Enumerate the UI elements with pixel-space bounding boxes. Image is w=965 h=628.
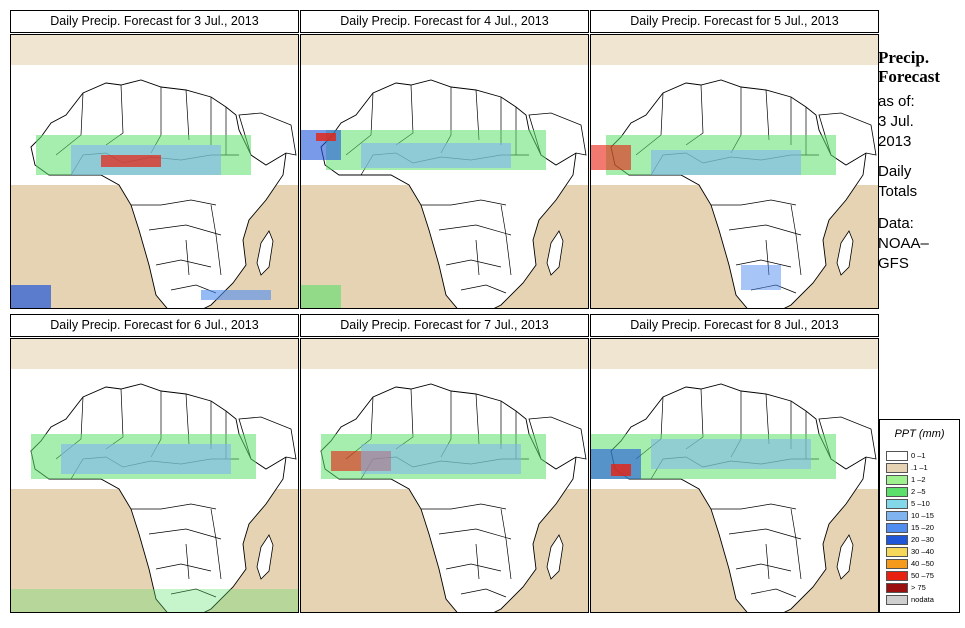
- legend-title: PPT (mm): [894, 428, 945, 440]
- legend-swatch: [886, 498, 908, 509]
- forecast-panel-1: Daily Precip. Forecast for 3 Jul., 2013: [10, 10, 299, 309]
- forecast-panel-3: Daily Precip. Forecast for 5 Jul., 2013: [590, 10, 879, 309]
- legend-swatch: [886, 510, 908, 521]
- legend-swatch: [886, 594, 908, 605]
- legend-swatch: [886, 450, 908, 461]
- legend-label: 2 –5: [911, 487, 926, 496]
- legend-label: 40 –50: [911, 559, 934, 568]
- data-label-3: GFS: [878, 255, 909, 272]
- precip-legend: PPT (mm) 0 –1 .1 –1 1 –2 2 –5 5 –10 10 –15 15 …: [879, 419, 960, 613]
- forecast-panel-4: Daily Precip. Forecast for 6 Jul., 2013: [10, 314, 299, 613]
- data-label-1: Data:: [878, 215, 914, 232]
- precip-map: [300, 34, 589, 309]
- legend-item: 1 –2: [886, 474, 926, 485]
- data-label-2: NOAA–: [878, 235, 929, 252]
- caption-heading-1: Precip.: [878, 48, 930, 67]
- daily-label-2: Totals: [878, 183, 918, 200]
- panel-title: Daily Precip. Forecast for 6 Jul., 2013: [10, 314, 299, 337]
- legend-swatch: [886, 582, 908, 593]
- legend-swatch: [886, 534, 908, 545]
- precip-map: [10, 338, 299, 613]
- precip-map: [590, 34, 879, 309]
- legend-item: 0 –1: [886, 450, 926, 461]
- forecast-panel-5: Daily Precip. Forecast for 7 Jul., 2013: [300, 314, 589, 613]
- asof-date-2: 2013: [878, 133, 912, 150]
- legend-label: 1 –2: [911, 475, 926, 484]
- legend-swatch: [886, 522, 908, 533]
- legend-swatch: [886, 558, 908, 569]
- legend-item: 5 –10: [886, 498, 930, 509]
- legend-swatch: [886, 570, 908, 581]
- legend-label: 50 –75: [911, 571, 934, 580]
- legend-label: nodata: [911, 595, 934, 604]
- legend-swatch: [886, 486, 908, 497]
- legend-label: 0 –1: [911, 451, 926, 460]
- legend-item: 20 –30: [886, 534, 934, 545]
- precip-map: [10, 34, 299, 309]
- legend-swatch: [886, 474, 908, 485]
- legend-label: 15 –20: [911, 523, 934, 532]
- precip-map: [590, 338, 879, 613]
- panel-title: Daily Precip. Forecast for 5 Jul., 2013: [590, 10, 879, 33]
- legend-item: 30 –40: [886, 546, 934, 557]
- daily-label-1: Daily: [878, 163, 912, 180]
- legend-label: 5 –10: [911, 499, 930, 508]
- legend-label: > 75: [911, 583, 926, 592]
- legend-label: 30 –40: [911, 547, 934, 556]
- legend-item: 10 –15: [886, 510, 934, 521]
- legend-item: 40 –50: [886, 558, 934, 569]
- legend-item: .1 –1: [886, 462, 928, 473]
- legend-item: nodata: [886, 594, 934, 605]
- forecast-panel-2: Daily Precip. Forecast for 4 Jul., 2013: [300, 10, 589, 309]
- legend-item: > 75: [886, 582, 926, 593]
- panel-title: Daily Precip. Forecast for 8 Jul., 2013: [590, 314, 879, 337]
- precip-map: [300, 338, 589, 613]
- asof-date-1: 3 Jul.: [878, 113, 914, 130]
- caption-heading-2: Forecast: [878, 67, 940, 86]
- legend-item: 2 –5: [886, 486, 926, 497]
- legend-label: 10 –15: [911, 511, 934, 520]
- map-caption: Precip. Forecast as of: 3 Jul. 2013 Dail…: [878, 48, 962, 274]
- panel-title: Daily Precip. Forecast for 4 Jul., 2013: [300, 10, 589, 33]
- legend-item: 15 –20: [886, 522, 934, 533]
- panel-title: Daily Precip. Forecast for 3 Jul., 2013: [10, 10, 299, 33]
- legend-label: 20 –30: [911, 535, 934, 544]
- legend-label: .1 –1: [911, 463, 928, 472]
- forecast-panel-6: Daily Precip. Forecast for 8 Jul., 2013: [590, 314, 879, 613]
- legend-swatch: [886, 462, 908, 473]
- asof-label: as of:: [878, 93, 915, 110]
- panel-title: Daily Precip. Forecast for 7 Jul., 2013: [300, 314, 589, 337]
- legend-item: 50 –75: [886, 570, 934, 581]
- legend-swatch: [886, 546, 908, 557]
